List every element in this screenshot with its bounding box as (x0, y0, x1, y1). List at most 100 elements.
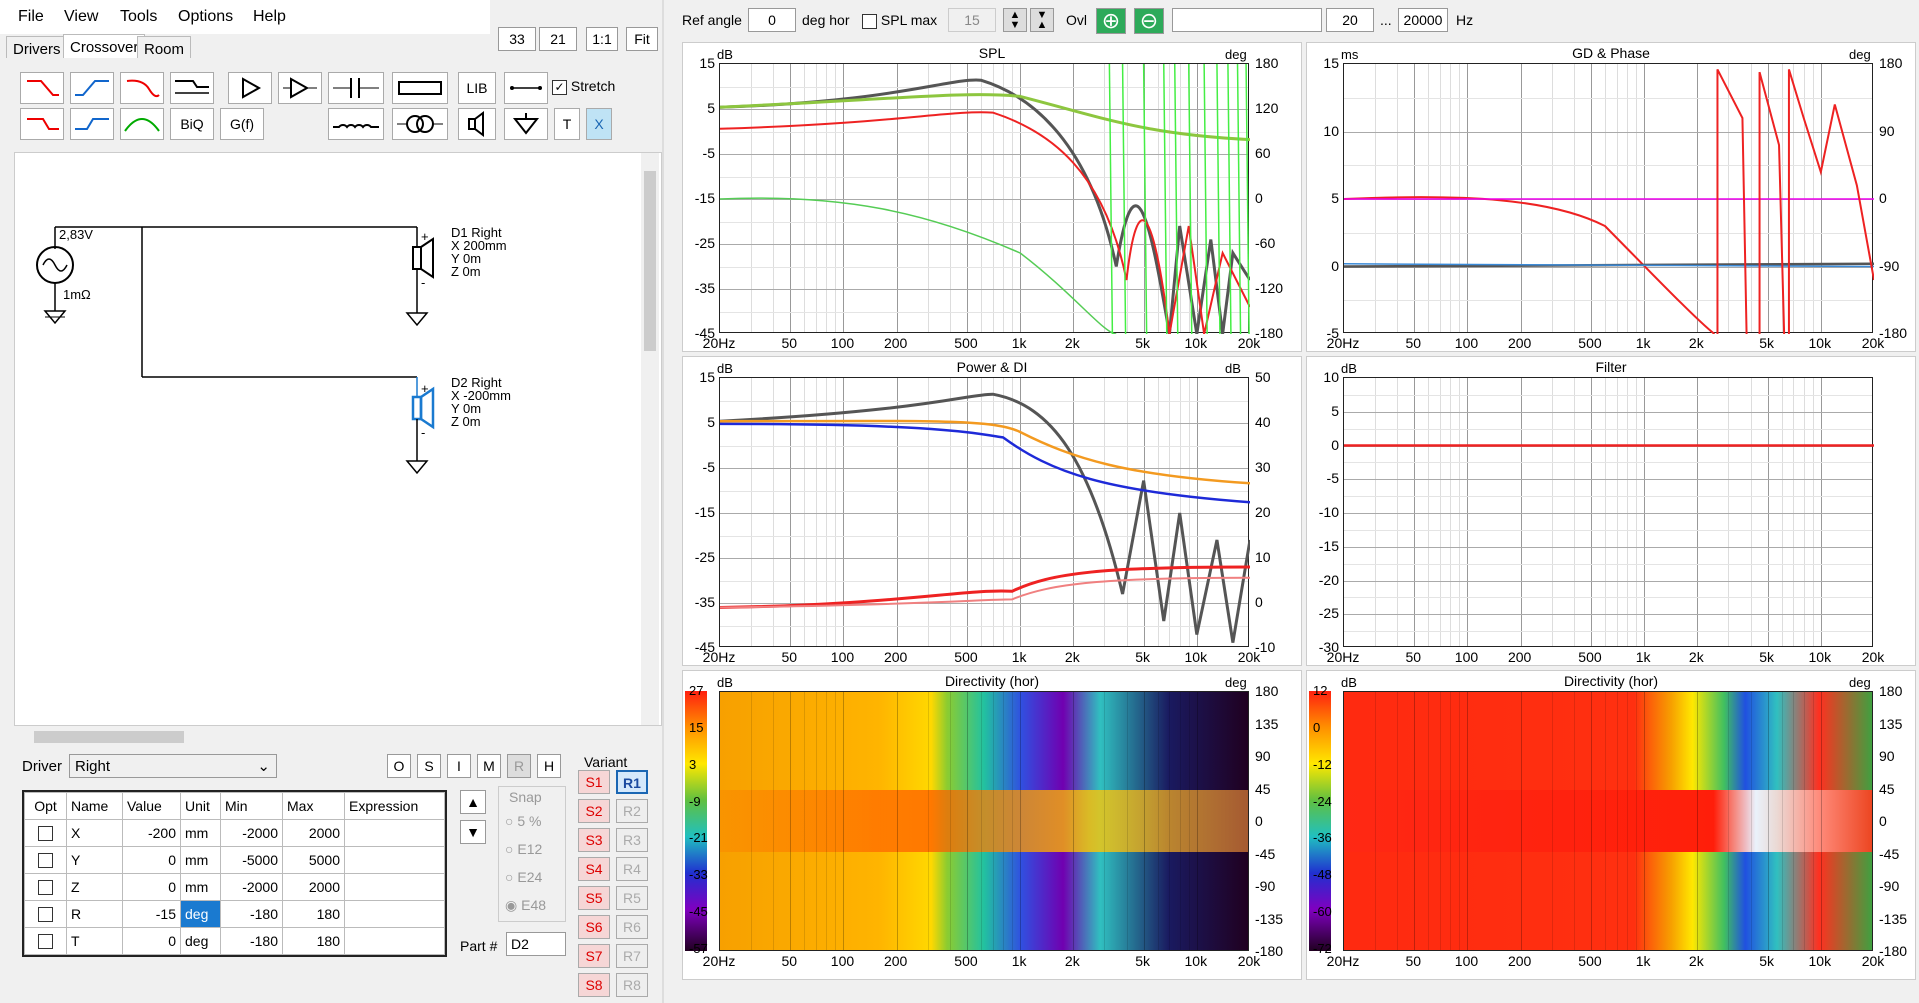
variant-r4-button[interactable]: R4 (616, 857, 648, 881)
plot-area[interactable] (719, 691, 1249, 951)
variant-s5-button[interactable]: S5 (578, 886, 610, 910)
move-down-button[interactable]: ▼ (460, 820, 486, 844)
schematic-canvas[interactable]: 2,83V 1mΩ + - D1 Right X 200mm Y 0m Z 0m… (14, 152, 662, 726)
snap-5pct-radio[interactable]: ○ 5 % (505, 813, 542, 829)
overlay-remove-button[interactable]: ⊖ (1134, 8, 1164, 34)
highpass-step-tool[interactable] (70, 108, 114, 140)
speaker-tool[interactable] (458, 108, 496, 140)
graph-filter[interactable]: Filter dB 10 5 0 -5 -10 -15 -20 -25 -30 20Hz 50 100 20… (1306, 356, 1916, 666)
inductor-tool[interactable] (328, 108, 384, 140)
zoom-value-2[interactable]: 21 (539, 27, 577, 51)
delay-tool[interactable] (170, 72, 214, 104)
move-up-button[interactable]: ▲ (460, 790, 486, 814)
schematic-hscrollbar[interactable] (14, 728, 644, 746)
tab-drivers[interactable]: Drivers (6, 36, 68, 60)
value-cell[interactable]: 0 (122, 927, 181, 955)
variant-r3-button[interactable]: R3 (616, 828, 648, 852)
menu-file[interactable]: File (18, 8, 44, 25)
opt-checkbox[interactable] (38, 880, 53, 896)
variant-r5-button[interactable]: R5 (616, 886, 648, 910)
zoom-1to1-button[interactable]: 1:1 (586, 27, 618, 51)
transformer-tool[interactable] (392, 108, 448, 140)
freq-low-input[interactable]: 20 (1326, 8, 1374, 32)
text-tool[interactable]: T (554, 108, 580, 140)
graph-dir1[interactable]: Directivity (hor) dB deg 27 15 3 -9 -21 -33 -45 -5… (682, 670, 1302, 980)
variant-r6-button[interactable]: R6 (616, 915, 648, 939)
spl-max-checkbox[interactable]: SPL max (862, 12, 937, 29)
part-number-input[interactable]: D2 (506, 932, 566, 956)
expression-cell[interactable] (344, 900, 445, 928)
overlay-add-button[interactable]: ⊕ (1096, 8, 1126, 34)
variant-s3-button[interactable]: S3 (578, 828, 610, 852)
spl-fit-button[interactable]: ▼ ▲ (1030, 8, 1054, 32)
ground-tool[interactable] (504, 108, 548, 140)
variant-r2-button[interactable]: R2 (616, 799, 648, 823)
variant-s7-button[interactable]: S7 (578, 944, 610, 968)
driver-m-button[interactable]: M (477, 754, 501, 778)
tab-crossover[interactable]: Crossover (63, 34, 146, 60)
graph-gd[interactable]: GD & Phase ms deg 15 10 5 0 -5 180 90 0 -90 -180 20Hz… (1306, 42, 1916, 352)
schematic-vscrollbar[interactable] (641, 153, 659, 725)
lowpass-2nd-tool[interactable] (120, 72, 164, 104)
zoom-fit-button[interactable]: Fit (626, 27, 658, 51)
opt-checkbox[interactable] (38, 853, 53, 869)
snap-e12-radio[interactable]: ○ E12 (505, 841, 543, 857)
plot-area[interactable] (1343, 691, 1873, 951)
stretch-checkbox[interactable]: ✓ Stretch (552, 78, 615, 95)
snap-e24-radio[interactable]: ○ E24 (505, 869, 543, 885)
driver-select[interactable]: Right ⌄ (69, 754, 277, 778)
value-cell[interactable]: -15 (122, 900, 181, 928)
plot-area[interactable] (719, 377, 1250, 647)
graph-spl[interactable]: SPL dB deg 15 5 -5 -15 -25 -35 -45 180 120 60 0 -60 -12… (682, 42, 1302, 352)
spl-updown-button[interactable]: ▲ ▼ (1003, 8, 1027, 32)
menu-view[interactable]: View (64, 8, 99, 25)
biquad-button[interactable]: BiQ (170, 108, 214, 140)
zoom-value-1[interactable]: 33 (498, 27, 536, 51)
buffer-tool[interactable] (278, 72, 322, 104)
menu-tools[interactable]: Tools (120, 8, 158, 25)
bandpass-tool[interactable] (120, 108, 164, 140)
plot-area[interactable] (1343, 63, 1874, 334)
variant-r8-button[interactable]: R8 (616, 973, 648, 997)
variant-s1-button[interactable]: S1 (578, 770, 610, 794)
tab-room[interactable]: Room (137, 36, 192, 60)
delete-tool[interactable]: X (586, 108, 612, 140)
opt-checkbox[interactable] (38, 826, 53, 842)
plot-area[interactable] (719, 63, 1250, 334)
overlay-name-input[interactable] (1172, 8, 1322, 32)
highpass-1st-tool[interactable] (70, 72, 114, 104)
lowpass-1st-tool[interactable] (20, 72, 64, 104)
driver-o-button[interactable]: O (387, 754, 411, 778)
wire-tool[interactable] (504, 72, 548, 104)
opt-checkbox[interactable] (38, 907, 53, 923)
menu-options[interactable]: Options (178, 8, 234, 25)
graph-dir2[interactable]: Directivity (hor) dB deg 12 0 -12 -24 -36 -48 -60… (1306, 670, 1916, 980)
expression-cell[interactable] (344, 846, 445, 874)
driver-r-button[interactable]: R (507, 754, 531, 778)
menu-help[interactable]: Help (253, 8, 286, 25)
lowpass-step-tool[interactable] (20, 108, 64, 140)
variant-r1-button[interactable]: R1 (616, 770, 648, 794)
panel-divider[interactable] (662, 0, 664, 1003)
spl-max-input[interactable]: 15 (948, 8, 996, 32)
expression-cell[interactable] (344, 927, 445, 955)
snap-e48-radio[interactable]: ◉ E48 (505, 897, 547, 913)
variant-s4-button[interactable]: S4 (578, 857, 610, 881)
variant-s6-button[interactable]: S6 (578, 915, 610, 939)
variant-r7-button[interactable]: R7 (616, 944, 648, 968)
graph-power[interactable]: Power & DI dB dB 15 5 -5 -15 -25 -35 -45 50 40 30 20 1… (682, 356, 1302, 666)
capacitor-tool[interactable] (328, 72, 384, 104)
opt-checkbox[interactable] (38, 934, 53, 950)
freq-high-input[interactable]: 20000 (1398, 8, 1448, 32)
driver-h-button[interactable]: H (537, 754, 561, 778)
library-button[interactable]: LIB (458, 72, 496, 104)
amplifier-tool[interactable] (228, 72, 272, 104)
value-cell[interactable]: -200 (122, 819, 181, 847)
unit-cell-selected[interactable]: deg (180, 900, 221, 928)
expression-cell[interactable] (344, 819, 445, 847)
driver-i-button[interactable]: I (447, 754, 471, 778)
resistor-tool[interactable] (392, 72, 448, 104)
variant-s8-button[interactable]: S8 (578, 973, 610, 997)
value-cell[interactable]: 0 (122, 846, 181, 874)
driver-s-button[interactable]: S (417, 754, 441, 778)
